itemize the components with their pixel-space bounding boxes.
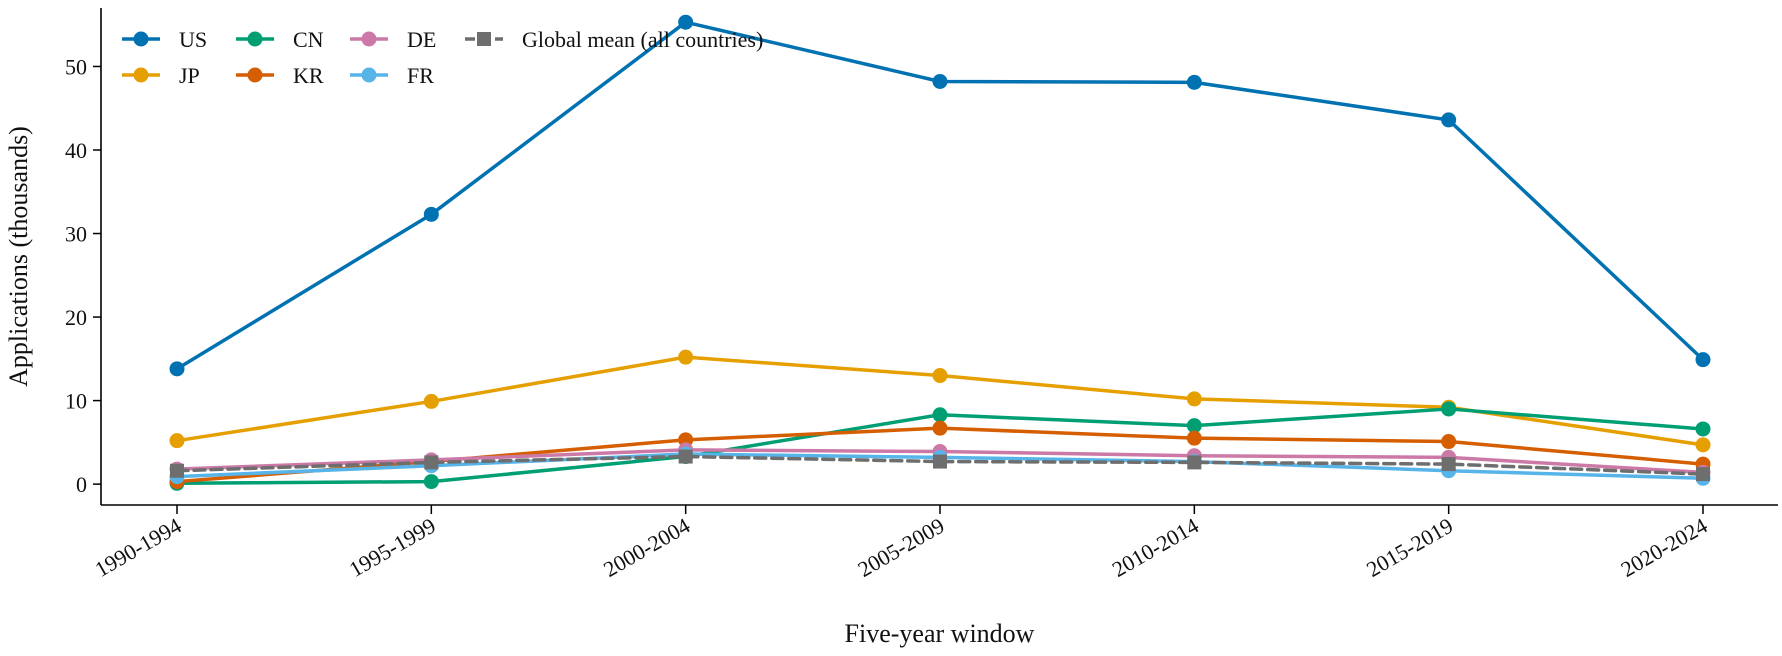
data-point-kr (1186, 430, 1202, 446)
series-layer (169, 14, 1711, 491)
y-tick-label: 0 (76, 472, 87, 497)
data-point-jp (678, 349, 694, 365)
data-point-jp (1695, 437, 1711, 453)
axes: 0 10 20 30 40 50 1990-1994 1995-1999 2000-2004 20… (65, 8, 1778, 582)
legend: US JP CN KR DE FR Global mean (all countries) (122, 27, 763, 88)
y-axis-title: Applications (thousands) (4, 126, 33, 387)
data-point-global-mean-all-countries (1187, 455, 1202, 470)
legend-entry-de: DE (350, 27, 436, 52)
legend-label: Global mean (all countries) (522, 27, 763, 52)
legend-label: JP (179, 63, 200, 88)
data-point-global-mean-all-countries (1441, 457, 1456, 472)
data-point-jp (1186, 391, 1202, 407)
legend-label: FR (407, 63, 434, 88)
legend-swatch-marker (361, 31, 377, 47)
legend-swatch-marker (477, 32, 491, 46)
legend-entry-us: US (122, 27, 207, 52)
data-point-cn (1186, 418, 1202, 434)
data-point-jp (423, 393, 439, 409)
data-point-global-mean-all-countries (424, 455, 439, 470)
x-axis-title: Five-year window (845, 619, 1035, 648)
data-point-jp (932, 368, 948, 384)
data-point-cn (423, 474, 439, 490)
legend-label: US (179, 27, 207, 52)
data-point-us (423, 206, 439, 222)
legend-label: CN (293, 27, 324, 52)
data-point-global-mean-all-countries (170, 463, 184, 478)
data-point-kr (1441, 434, 1457, 450)
legend-label: DE (407, 27, 436, 52)
data-point-cn (932, 407, 948, 423)
data-point-cn (1695, 421, 1711, 437)
x-tick-label: 2005-2009 (853, 513, 948, 582)
data-point-us (1695, 352, 1711, 368)
data-point-us (169, 361, 185, 377)
data-point-us (1186, 74, 1202, 90)
data-point-global-mean-all-countries (1696, 467, 1710, 482)
legend-entry-fr: FR (350, 63, 434, 88)
x-tick-label: 2015-2019 (1362, 513, 1457, 582)
y-tick-label: 20 (65, 305, 87, 330)
x-tick-label: 1990-1994 (90, 513, 185, 582)
y-tick-label: 40 (65, 138, 87, 163)
data-point-us (932, 74, 948, 90)
legend-swatch-marker (247, 31, 263, 47)
data-point-cn (1441, 401, 1457, 417)
legend-entry-cn: CN (236, 27, 324, 52)
data-point-jp (169, 433, 185, 449)
legend-swatch-marker (133, 31, 149, 47)
legend-label: KR (293, 63, 324, 88)
data-point-us (678, 14, 694, 30)
legend-swatch-marker (247, 67, 263, 83)
x-tick-label: 2000-2004 (599, 513, 694, 582)
data-point-us (1441, 112, 1457, 128)
legend-entry-kr: KR (236, 63, 324, 88)
data-point-kr (932, 420, 948, 436)
y-tick-label: 10 (65, 389, 87, 414)
legend-swatch-marker (133, 67, 149, 83)
x-tick-label: 2020-2024 (1616, 513, 1711, 582)
series-us (169, 14, 1711, 377)
series-jp (169, 349, 1711, 453)
data-point-global-mean-all-countries (933, 454, 947, 469)
legend-entry-global-mean-all-countries: Global mean (all countries) (465, 27, 763, 52)
y-tick-label: 30 (65, 222, 87, 247)
data-point-global-mean-all-countries (678, 449, 693, 464)
legend-entry-jp: JP (122, 63, 200, 88)
legend-swatch-marker (361, 67, 377, 83)
y-tick-label: 50 (65, 54, 87, 79)
series-global-mean-all-countries (170, 449, 1710, 482)
x-tick-label: 1995-1999 (345, 513, 440, 582)
x-tick-label: 2010-2014 (1108, 513, 1203, 582)
